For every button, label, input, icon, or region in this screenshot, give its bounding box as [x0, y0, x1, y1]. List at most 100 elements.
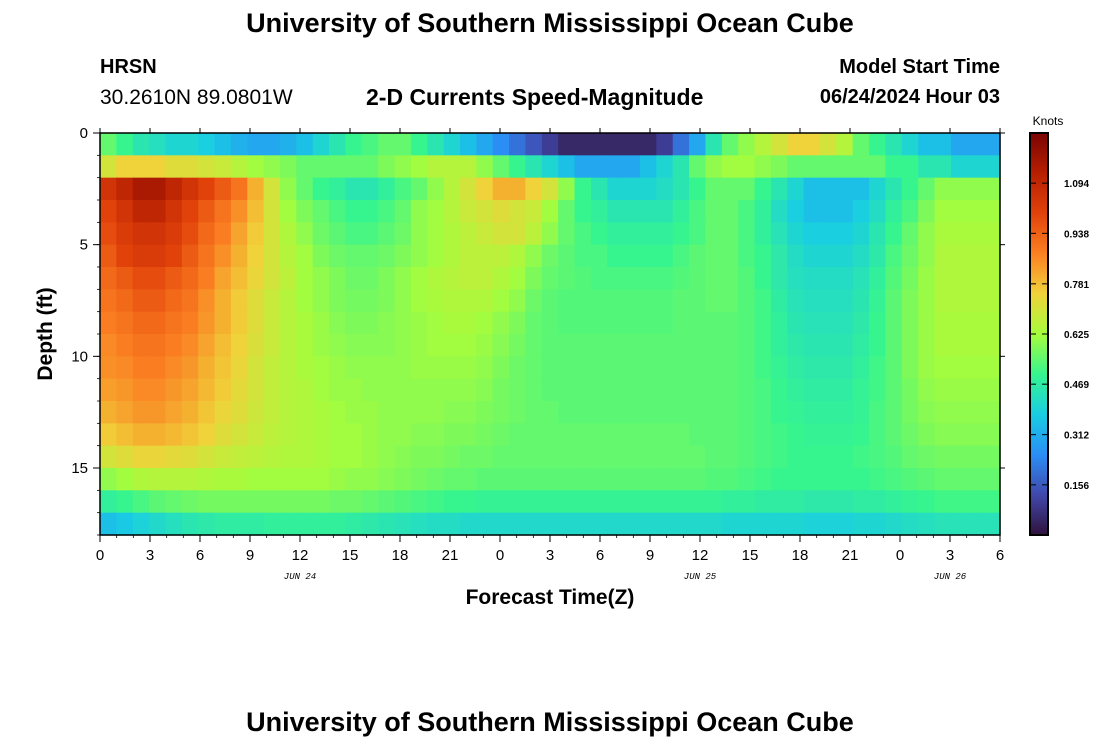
heat-cell	[689, 356, 707, 380]
heat-cell	[787, 334, 805, 357]
heat-cell	[181, 401, 199, 424]
heat-cell	[623, 155, 641, 179]
heat-cell	[558, 244, 576, 268]
heat-cell	[885, 401, 903, 424]
heat-cell	[427, 423, 445, 447]
heat-cell	[705, 222, 723, 246]
heat-cell	[100, 133, 117, 156]
heat-cell	[574, 378, 592, 402]
heat-cell	[312, 378, 330, 402]
heat-cell	[836, 155, 854, 179]
heat-cell	[181, 378, 199, 402]
heat-cell	[247, 401, 265, 424]
heat-cell	[312, 244, 330, 268]
heat-cell	[852, 200, 870, 223]
heat-cell	[165, 155, 183, 179]
heat-cell	[427, 378, 445, 402]
heat-cell	[541, 378, 559, 402]
heat-cell	[787, 311, 805, 335]
heat-cell	[410, 490, 428, 514]
heat-cell	[263, 267, 281, 290]
heat-cell	[394, 401, 412, 424]
heat-cell	[460, 445, 477, 469]
heat-cell	[410, 222, 428, 246]
heat-cell	[852, 222, 870, 246]
heatmap-cells	[100, 133, 1001, 536]
heat-cell	[394, 133, 412, 156]
heat-cell	[312, 468, 330, 491]
heat-cell	[803, 490, 821, 514]
heat-cell	[230, 378, 248, 402]
heat-cell	[820, 401, 837, 424]
heat-cell	[705, 468, 723, 491]
heat-cell	[280, 311, 297, 335]
heat-cell	[934, 200, 952, 223]
heat-cell	[378, 133, 396, 156]
heat-cell	[394, 244, 412, 268]
heat-cell	[149, 155, 167, 179]
heat-cell	[476, 356, 494, 380]
heat-cell	[149, 311, 167, 335]
heat-cell	[918, 445, 936, 469]
heat-cell	[558, 468, 576, 491]
heat-cell	[721, 267, 739, 290]
heat-cell	[263, 334, 281, 357]
heat-cell	[132, 445, 150, 469]
heat-cell	[820, 222, 837, 246]
heat-cell	[100, 401, 117, 424]
heat-cell	[149, 289, 167, 313]
heat-cell	[100, 222, 117, 246]
heat-cell	[918, 200, 936, 223]
heat-cell	[361, 378, 379, 402]
heat-cell	[165, 311, 183, 335]
heat-cell	[754, 155, 772, 179]
heat-cell	[247, 356, 265, 380]
heat-cell	[181, 133, 199, 156]
x-tick-label: 18	[792, 547, 809, 564]
heat-cell	[787, 222, 805, 246]
heat-cell	[247, 490, 265, 514]
heat-cell	[705, 177, 723, 201]
heat-cell	[852, 378, 870, 402]
heat-cell	[672, 401, 690, 424]
heat-cell	[214, 267, 232, 290]
heat-cell	[787, 155, 805, 179]
heat-cell	[443, 401, 461, 424]
heat-cell	[754, 200, 772, 223]
heat-cell	[950, 311, 968, 335]
heat-cell	[983, 267, 1001, 290]
heat-cell	[443, 334, 461, 357]
heat-cell	[950, 244, 968, 268]
heat-cell	[820, 445, 837, 469]
heat-cell	[296, 423, 314, 447]
heat-cell	[590, 311, 608, 335]
heat-cell	[410, 401, 428, 424]
heat-cell	[885, 155, 903, 179]
heat-cell	[460, 334, 477, 357]
heat-cell	[492, 423, 510, 447]
heat-cell	[263, 311, 281, 335]
heat-cell	[492, 512, 510, 536]
date-label: JUN 25	[684, 572, 717, 582]
heat-cell	[820, 512, 837, 536]
heat-cell	[885, 133, 903, 156]
heat-cell	[345, 133, 363, 156]
heat-cell	[280, 490, 297, 514]
heat-cell	[836, 512, 854, 536]
heat-cell	[950, 155, 968, 179]
x-tick-label: 6	[196, 547, 204, 564]
heat-cell	[149, 133, 167, 156]
y-tick-label: 10	[71, 348, 88, 365]
heat-cell	[689, 311, 707, 335]
heat-cell	[721, 155, 739, 179]
heat-cell	[443, 468, 461, 491]
heat-cell	[132, 311, 150, 335]
heat-cell	[198, 423, 216, 447]
heat-cell	[656, 244, 674, 268]
heat-cell	[230, 423, 248, 447]
heat-cell	[738, 401, 756, 424]
heat-cell	[427, 222, 445, 246]
heat-cell	[656, 490, 674, 514]
heat-cell	[100, 155, 117, 179]
heat-cell	[983, 155, 1001, 179]
